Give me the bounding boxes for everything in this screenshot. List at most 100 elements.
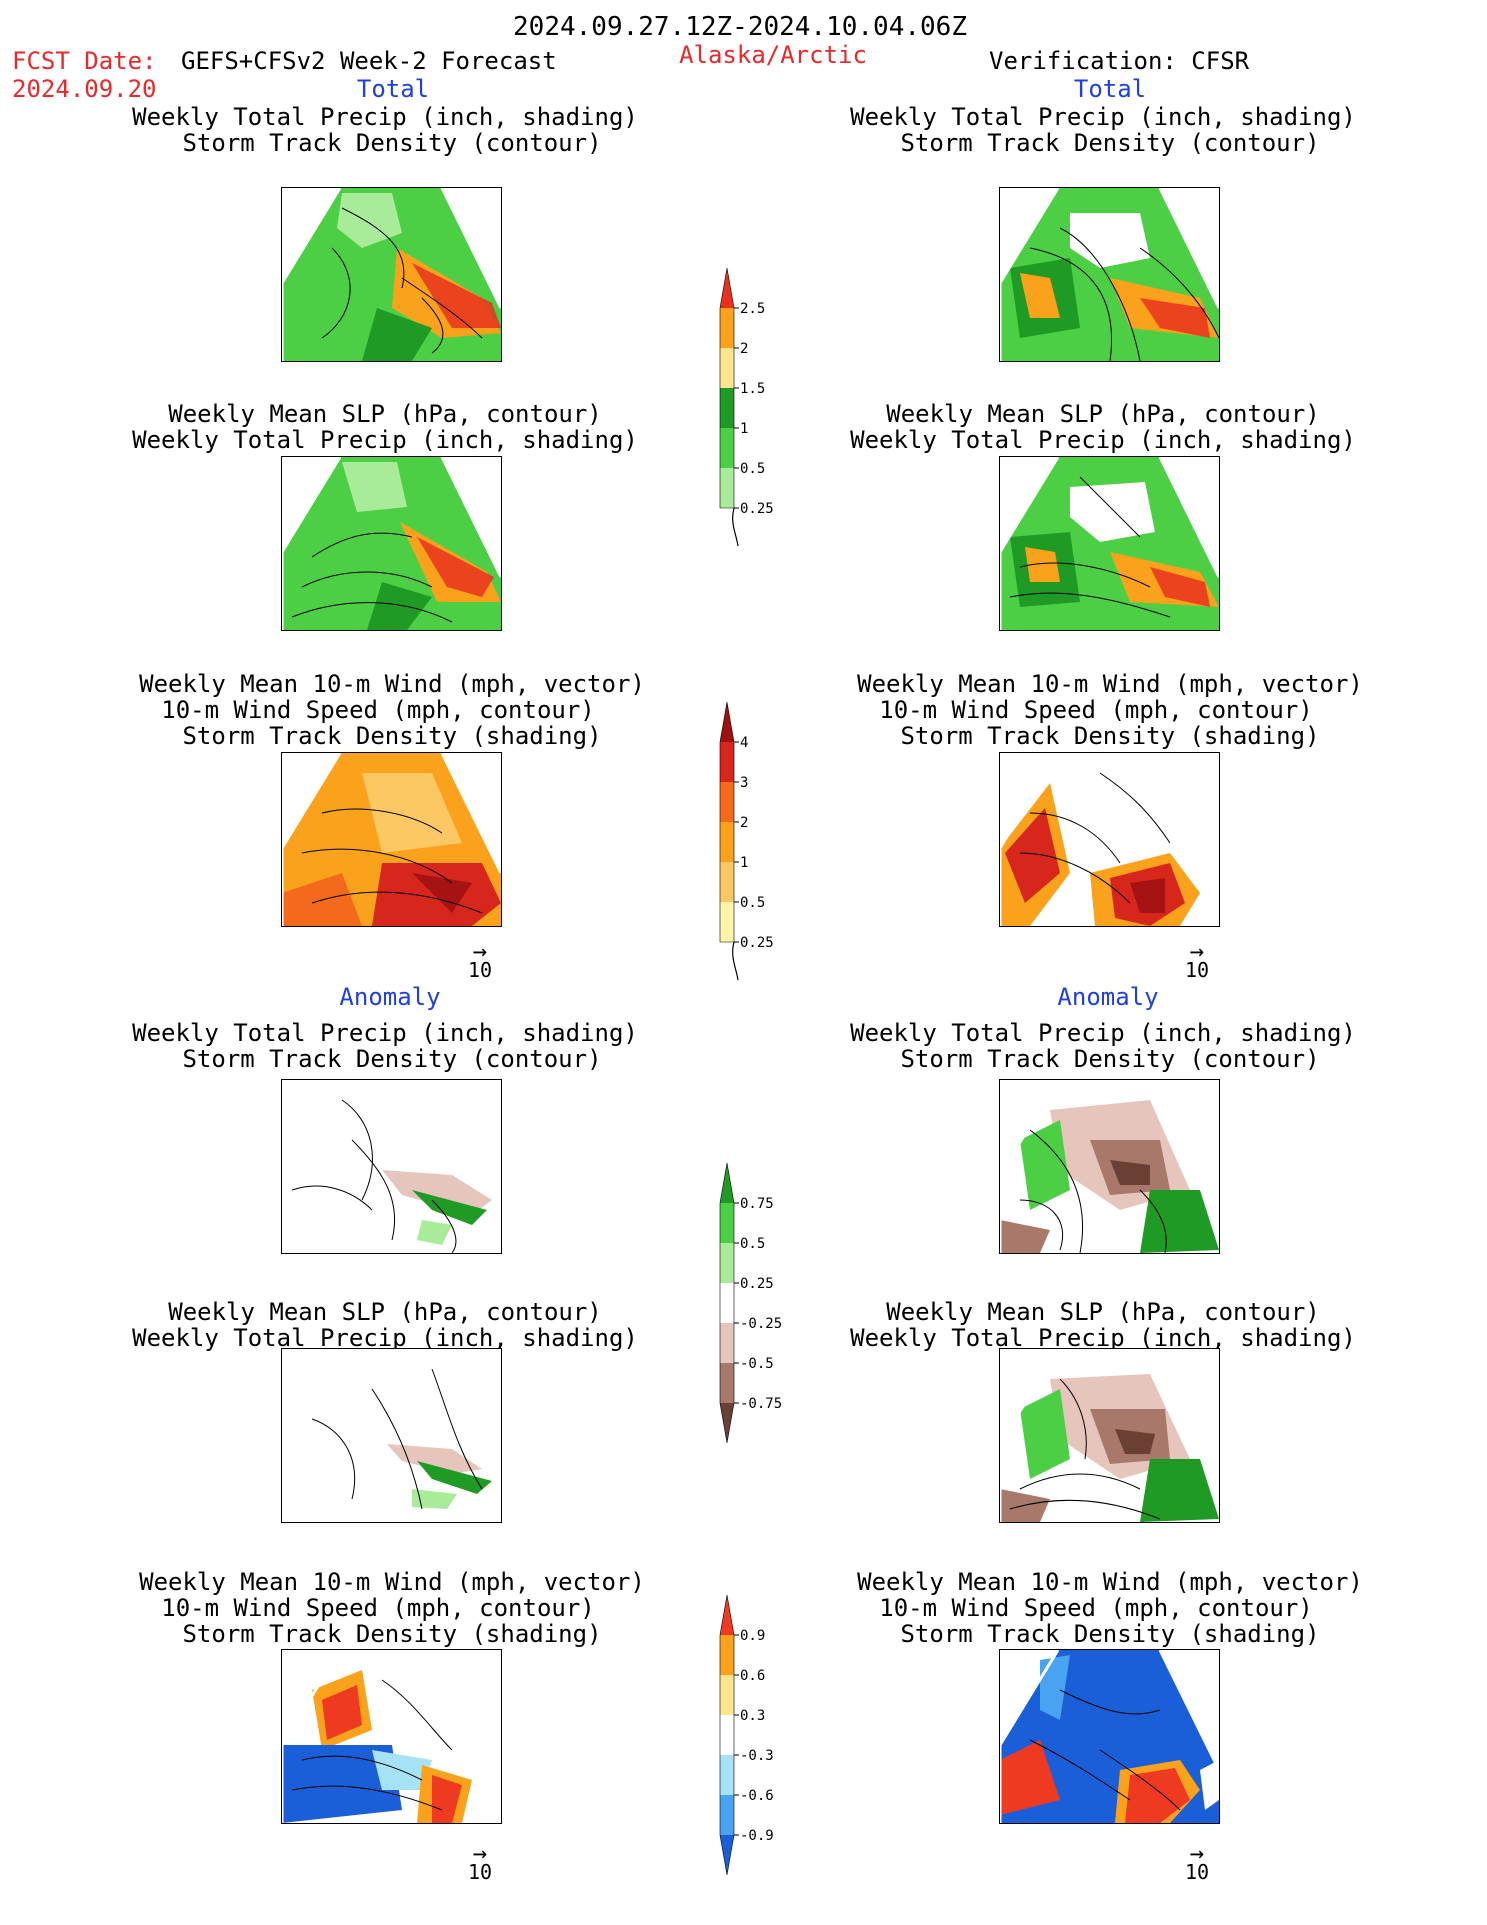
vector-scale-legend: → 10 [1179, 937, 1215, 982]
colorbar-swatch [720, 1835, 734, 1875]
title-line: Storm Track Density (contour) [900, 1045, 1320, 1073]
vector-scale-legend: → 10 [462, 937, 498, 982]
colorbar-label: -0.75 [740, 1396, 782, 1412]
colorbar-swatch [720, 1403, 734, 1443]
colorbar-label: 4 [740, 735, 748, 751]
verification-label: Verification: CFSR [989, 47, 1250, 75]
section-total-left: Total [356, 75, 430, 103]
colorbar-label: 0.9 [740, 1628, 765, 1644]
title-line: Weekly Mean SLP (hPa, contour) [886, 400, 1320, 428]
colorbar-swatch [720, 348, 734, 388]
title-line: Storm Track Density (shading) [182, 1620, 602, 1648]
colorbar-label: 0.75 [740, 1196, 774, 1212]
title-line: 10-m Wind Speed (mph, contour) [879, 696, 1313, 724]
colorbar-swatch [720, 1363, 734, 1403]
title-line: Storm Track Density (shading) [182, 722, 602, 750]
vector-arrow-icon: → [472, 1839, 488, 1867]
colorbar-outline [719, 701, 735, 943]
vector-arrow-icon: → [1189, 1839, 1205, 1867]
colorbar-swatch [720, 1243, 734, 1283]
map-panel-cfsr-anom-wind [999, 1649, 1220, 1824]
colorbar-label: 0.3 [740, 1708, 765, 1724]
map-panel-fcst-anom-slp [281, 1348, 502, 1523]
alaska-map [1000, 753, 1219, 926]
colorbar-label: -0.3 [740, 1748, 774, 1764]
colorbar-swatch [720, 388, 734, 428]
title-line: Storm Track Density (contour) [182, 129, 602, 157]
title-line: Weekly Mean SLP (hPa, contour) [168, 400, 602, 428]
fcst-date-value: 2024.09.20 [12, 75, 157, 103]
map-panel-cfsr-anom-precip [999, 1079, 1220, 1254]
colorbar-swatch [720, 862, 734, 902]
title-line: Weekly Total Precip (inch, shading) [850, 1324, 1356, 1352]
colorbar-precip-total: 2.5 2 1.5 1 0.5 0.25 [719, 267, 790, 548]
alaska-map [1000, 1080, 1219, 1253]
colorbar-label: 2 [740, 341, 748, 357]
title-line: Weekly Mean 10-m Wind (mph, vector) [857, 670, 1363, 698]
colorbar-label: -0.25 [740, 1316, 782, 1332]
vector-arrow-icon: → [472, 937, 488, 965]
title-line: Weekly Mean SLP (hPa, contour) [886, 1298, 1320, 1326]
colorbar-swatch [720, 1635, 734, 1675]
map-panel-fcst-anom-wind [281, 1649, 502, 1824]
colorbar-tail [732, 507, 739, 547]
colorbar-swatch [720, 308, 734, 348]
colorbar-swatch [720, 822, 734, 862]
fcst-date-label: FCST Date: [12, 47, 157, 75]
colorbar-swatch [720, 1715, 734, 1755]
map-panel-cfsr-total-precip [999, 187, 1220, 362]
colorbar-swatch [720, 268, 734, 308]
colorbar-label: 0.25 [740, 935, 774, 951]
title-line: Weekly Total Precip (inch, shading) [132, 103, 638, 131]
alaska-map [1000, 188, 1219, 361]
map-panel-fcst-total-slp [281, 456, 502, 631]
colorbar-storm-anom: 0.9 0.6 0.3 -0.3 -0.6 -0.9 [719, 1594, 790, 1876]
colorbar-swatch [720, 1795, 734, 1835]
title-line: Weekly Total Precip (inch, shading) [132, 1019, 638, 1047]
title-line: Storm Track Density (shading) [900, 1620, 1320, 1648]
alaska-map [282, 1080, 501, 1253]
vector-scale-legend: → 10 [462, 1839, 498, 1884]
colorbar-storm-total: 4 3 2 1 0.5 0.25 [719, 701, 790, 982]
colorbar-label: 0.6 [740, 1668, 765, 1684]
colorbar-swatch [720, 428, 734, 468]
map-panel-fcst-total-wind [281, 752, 502, 927]
title-line: Storm Track Density (contour) [182, 1045, 602, 1073]
title-line: 10-m Wind Speed (mph, contour) [879, 1594, 1313, 1622]
title-line: 10-m Wind Speed (mph, contour) [161, 696, 595, 724]
vector-scale-legend: → 10 [1179, 1839, 1215, 1884]
title-line: Weekly Total Precip (inch, shading) [132, 1324, 638, 1352]
colorbar-swatch [720, 1675, 734, 1715]
colorbar-label: 3 [740, 775, 748, 791]
alaska-map [282, 457, 501, 630]
colorbar-label: 0.5 [740, 1236, 765, 1252]
map-panel-fcst-anom-precip [281, 1079, 502, 1254]
colorbar-swatch [720, 1203, 734, 1243]
model-name: GEFS+CFSv2 Week-2 Forecast [181, 47, 557, 75]
colorbar-swatch [720, 1595, 734, 1635]
colorbar-outline [719, 267, 735, 509]
colorbar-label: 2.5 [740, 301, 765, 317]
title-line: Weekly Total Precip (inch, shading) [132, 426, 638, 454]
title-line: Weekly Mean 10-m Wind (mph, vector) [139, 670, 645, 698]
colorbar-swatch [720, 1163, 734, 1203]
colorbar-precip-anom: 0.75 0.5 0.25 -0.25 -0.5 -0.75 [719, 1162, 790, 1444]
colorbar-label: -0.9 [740, 1828, 774, 1844]
colorbar-label: 0.5 [740, 895, 765, 911]
title-line: 10-m Wind Speed (mph, contour) [161, 1594, 595, 1622]
colorbar-label: 0.25 [740, 501, 774, 517]
colorbar-swatch [720, 1755, 734, 1795]
map-panel-cfsr-total-slp [999, 456, 1220, 631]
colorbar-label: 1 [740, 855, 748, 871]
title-line: Weekly Total Precip (inch, shading) [850, 103, 1356, 131]
vector-arrow-icon: → [1189, 937, 1205, 965]
region-label: Alaska/Arctic [679, 41, 867, 69]
alaska-map [282, 1349, 501, 1522]
title-line: Storm Track Density (shading) [900, 722, 1320, 750]
colorbar-swatch [720, 902, 734, 942]
alaska-map [1000, 1650, 1219, 1823]
colorbar-outline [719, 1594, 735, 1876]
map-panel-cfsr-anom-slp [999, 1348, 1220, 1523]
map-panel-fcst-total-precip [281, 187, 502, 362]
section-total-right: Total [1073, 75, 1147, 103]
